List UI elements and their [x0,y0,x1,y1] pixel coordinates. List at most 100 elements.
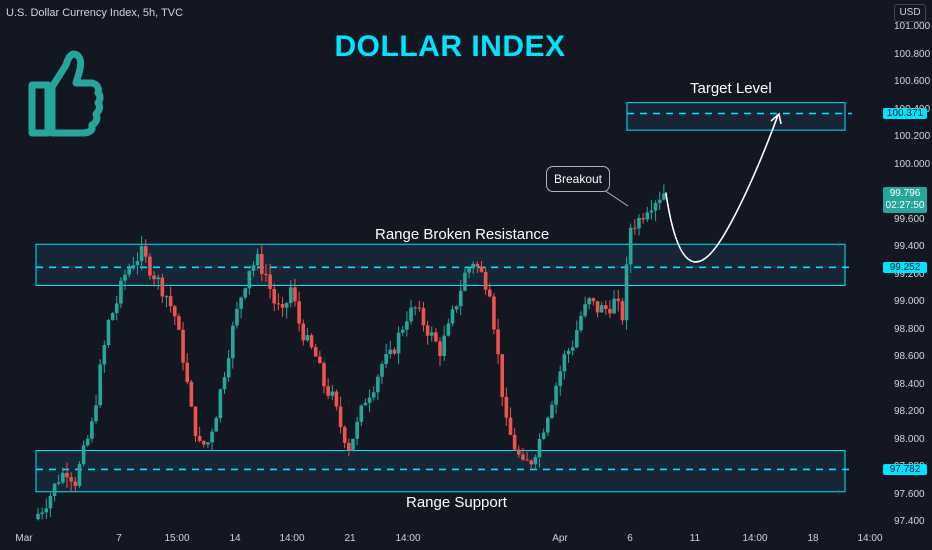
candle-body [110,313,115,321]
candle-body [587,298,592,305]
candle-body [342,427,347,443]
y-tick-label: 98.000 [894,433,925,445]
candle-body [653,203,658,211]
candle-body [81,445,86,465]
candle-body [330,391,335,396]
candle-body [487,289,492,297]
candle-body [305,335,310,341]
candle-body [152,275,156,280]
candle-body [434,332,438,342]
candle-body [633,227,637,229]
support-price-tag: 97.782 [883,464,927,475]
candle-body [189,381,194,407]
candle-body [537,438,542,458]
y-tick-label: 97.600 [894,488,925,500]
candle-body [85,438,90,446]
candle-body [301,323,306,341]
candle-body [388,349,393,355]
y-tick-label: 98.800 [894,323,925,335]
candle-body [413,307,417,309]
candle-body [541,432,546,439]
candle-body [558,371,563,386]
candle-body [620,301,625,321]
candle-body [612,298,616,314]
candle-body [579,315,583,331]
x-tick-label: 15:00 [164,533,190,544]
candle-body [454,306,459,310]
y-tick-label: 99.600 [894,213,925,225]
candle-body [114,303,119,314]
candle-body [326,386,330,396]
candle-body [102,344,107,365]
candle-body [338,406,343,428]
level-zone [35,243,846,286]
candle-body [562,354,567,372]
symbol-title[interactable]: U.S. Dollar Currency Index, 5h, TVC [6,7,184,19]
candle-body [380,364,384,377]
candle-body [529,460,534,465]
y-tick-label: 99.200 [894,268,925,280]
level-zone [626,102,846,131]
x-tick-label: 18 [807,533,819,544]
resistance-price-tag: 99.252 [883,262,927,273]
candle-body [322,363,326,387]
candle-body [69,477,73,482]
candle-body [272,288,277,304]
candle-body [662,193,666,200]
candle-body [235,308,239,326]
candle-body [546,417,550,433]
candle-body [396,332,401,354]
candle-body [172,306,177,317]
candle-body [123,274,127,281]
candle-body [421,308,426,326]
arrow-head [770,112,782,125]
candle-body [289,287,293,303]
candle-body [351,438,355,451]
candle-body [164,296,169,298]
candle-body [243,288,248,298]
candle-body [181,329,185,363]
candle-body [442,335,446,357]
candle-body [44,508,49,513]
breakout-callout: Breakout [546,166,610,192]
y-tick-label: 100.200 [894,131,931,142]
candle-body [40,512,44,514]
x-tick-label: 14 [229,533,241,544]
candle-body [512,434,517,450]
y-tick-label: 100.600 [894,76,931,87]
x-tick-label: 21 [344,533,356,544]
candle-body [255,254,260,266]
y-tick-label: 99.000 [894,296,925,307]
candle-body [239,297,243,309]
candle-body [65,472,69,478]
candle-body [119,280,123,304]
candle-body [479,266,484,272]
x-tick-label: 14:00 [279,533,305,544]
x-tick-label: 7 [116,533,122,544]
candle-body [367,397,372,403]
candle-body [521,454,525,460]
candle-body [500,354,505,397]
candle-body [359,405,364,422]
candle-body [595,301,600,313]
candle-body [206,442,210,445]
y-tick-label: 98.200 [894,406,925,417]
x-tick-label: 14:00 [742,533,768,544]
candle-body [260,254,264,274]
bar-countdown: 02:27:50 [885,200,925,211]
candle-body [604,305,608,309]
candle-body [583,304,587,316]
candle-body [193,406,198,437]
candle-body [429,332,434,336]
x-tick-label: Apr [552,533,568,544]
candle-body [533,457,538,465]
candle-body [160,277,165,297]
candle-body [210,431,214,443]
y-tick-label: 99.400 [894,241,925,252]
currency-button[interactable]: USD [894,4,926,22]
candle-body [496,329,500,355]
candle-body [649,210,654,213]
candle-body [392,349,397,354]
candle-body [276,303,281,305]
